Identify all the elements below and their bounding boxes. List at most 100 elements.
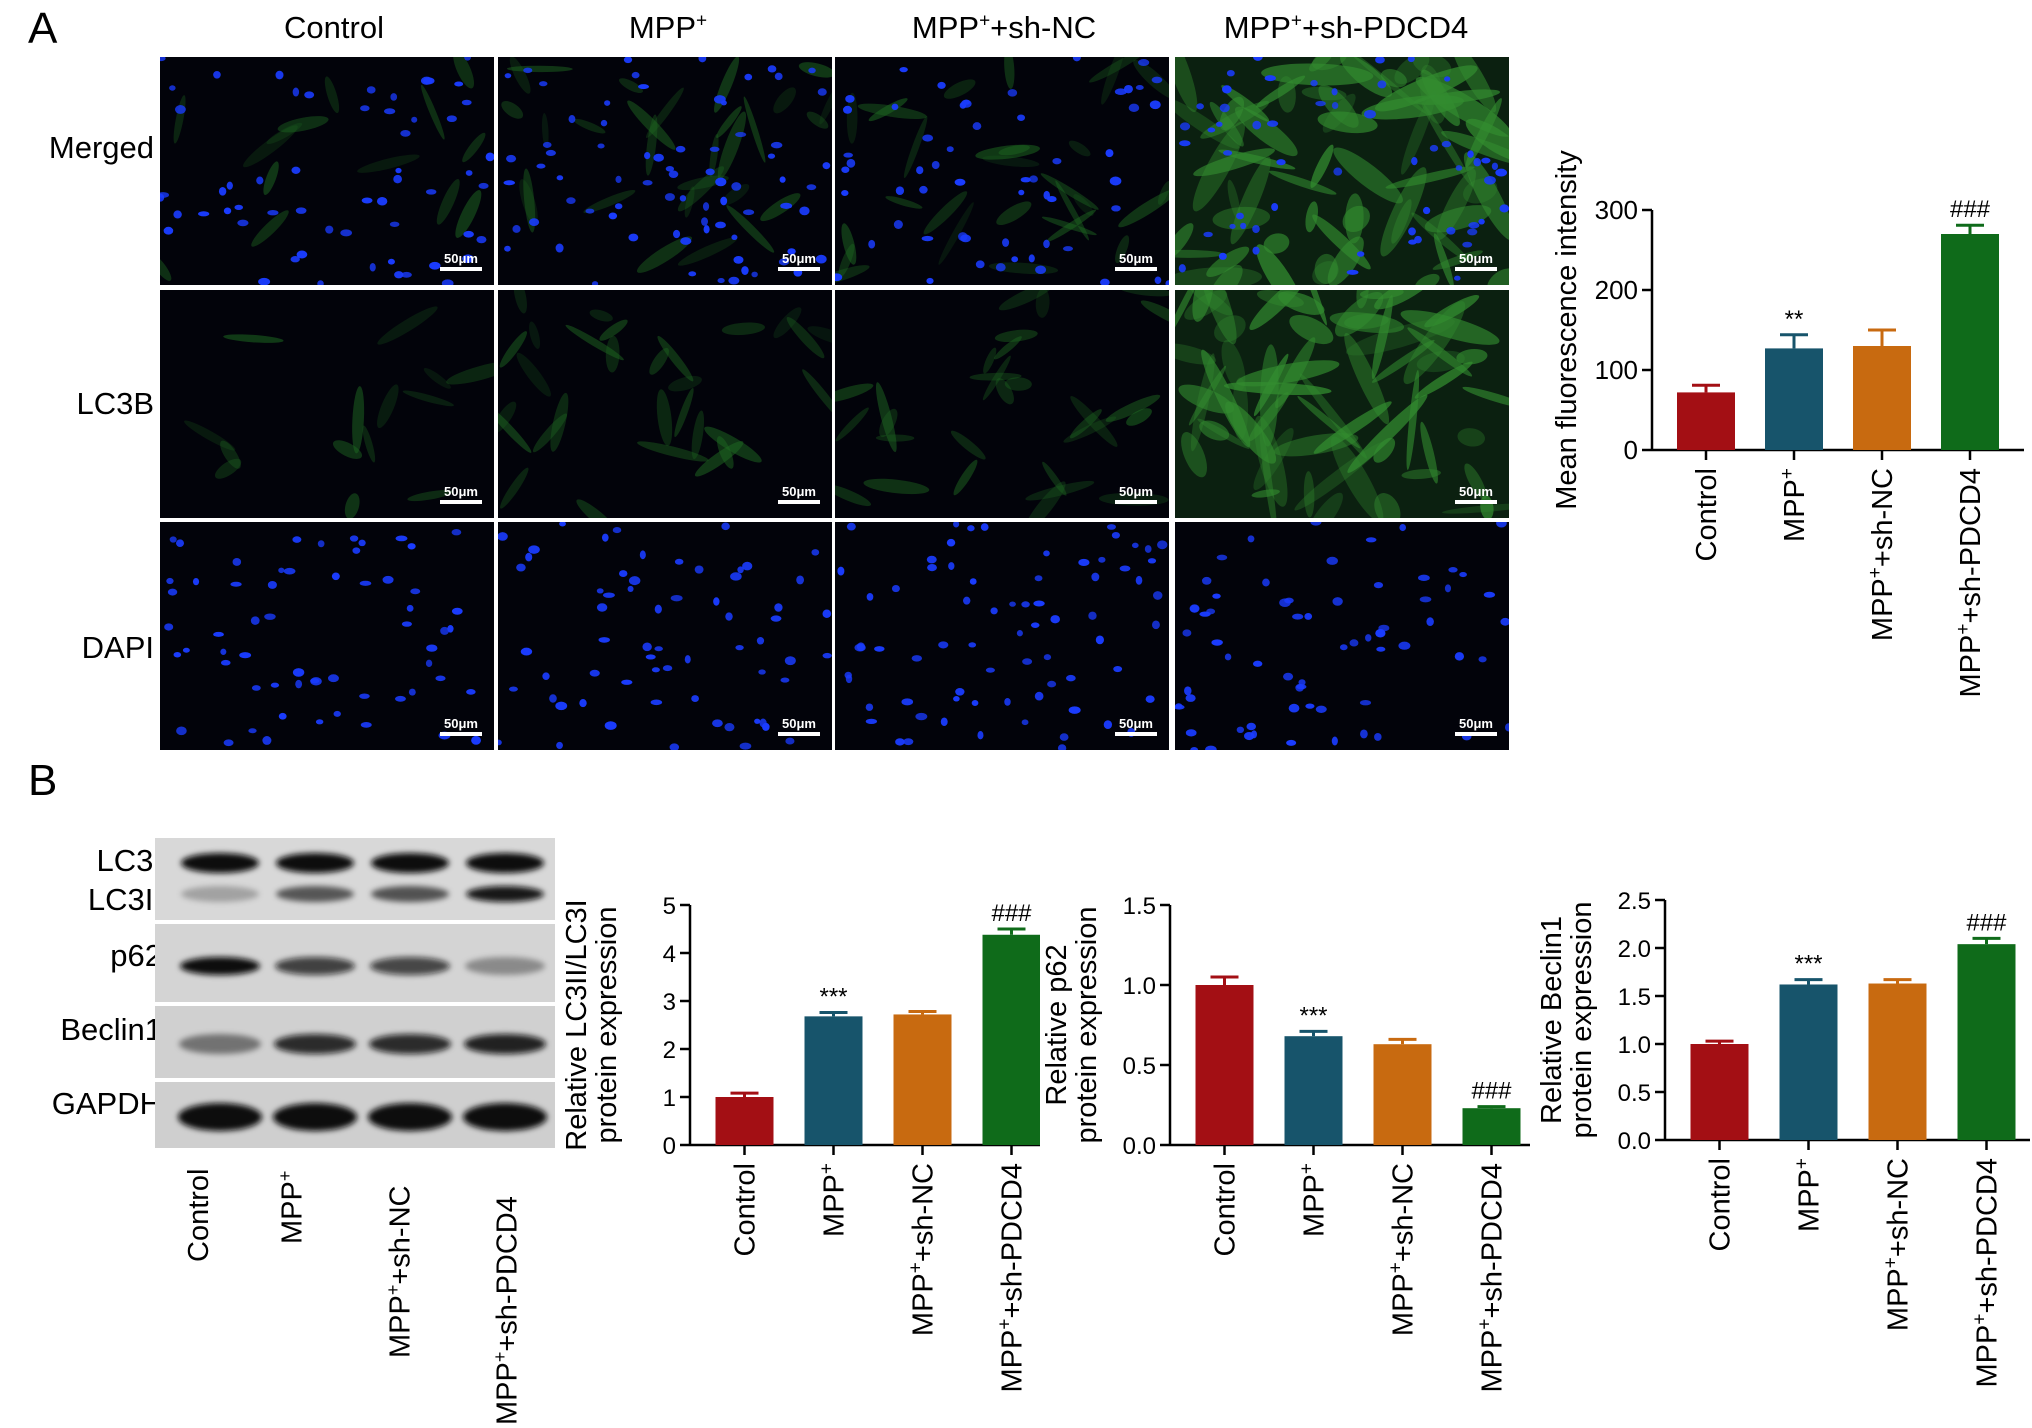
- col-header-mpp-sh-nc: MPP++sh-NC: [911, 10, 1097, 45]
- x-tick-label: MPP+: [1792, 1158, 1826, 1232]
- y-axis-title: Relative LC3II/LC3I: [561, 899, 593, 1150]
- band-beclin1: [274, 1034, 356, 1054]
- micrograph-merged-1: 50μm: [160, 57, 494, 285]
- bar: [1779, 984, 1838, 1140]
- x-tick-label: Control: [1210, 1163, 1242, 1257]
- y-tick-label: 2.5: [1618, 888, 1651, 915]
- row-header-dapi: DAPI: [81, 630, 154, 665]
- band-p62: [465, 957, 545, 975]
- x-tick-label: MPP+: [817, 1163, 851, 1237]
- band-gapdh: [463, 1103, 547, 1131]
- band-beclin1: [179, 1034, 261, 1054]
- row-header-lc3b: LC3B: [76, 386, 154, 421]
- chart-beclin1: 0.0 0.5 1.0 1.5 2.0 2.5 Relative Beclin1protei…: [1536, 888, 2030, 1387]
- x-tick-label: MPP++sh-PDCD4: [1970, 1158, 2004, 1387]
- band-label-gapdh: GAPDH: [51, 1086, 162, 1121]
- x-tick-label: MPP++sh-NC: [1865, 468, 1899, 641]
- significance-label: ***: [819, 984, 847, 1011]
- row-header-merged: Merged: [48, 130, 154, 165]
- scale-bar: 50μm: [436, 484, 486, 504]
- x-tick-label: MPP++sh-NC: [1386, 1163, 1420, 1336]
- band-gapdh: [368, 1103, 452, 1131]
- micrograph-lc3b-1: 50μm: [160, 290, 494, 518]
- scale-bar: 50μm: [774, 484, 824, 504]
- y-tick-label: 0: [663, 1133, 676, 1160]
- band-lc3i: [276, 853, 354, 873]
- x-tick-label: Control: [1691, 468, 1723, 562]
- band-lc3i: [181, 853, 259, 873]
- bar: [1373, 1044, 1432, 1145]
- bar: [982, 934, 1040, 1145]
- band-beclin1: [369, 1034, 451, 1054]
- western-blot-image: [155, 838, 555, 1148]
- micrograph-dapi-4: 50μm: [1175, 522, 1509, 750]
- bar: [1853, 346, 1911, 450]
- bar: [1677, 392, 1735, 450]
- band-lc3ii: [181, 886, 259, 902]
- micrograph-merged-2: 50μm: [498, 57, 832, 285]
- scale-bar: 50μm: [1111, 251, 1161, 271]
- micrograph-dapi-3: 50μm: [835, 522, 1169, 750]
- scale-bar: 50μm: [1451, 251, 1501, 271]
- x-tick-label: Control: [730, 1163, 762, 1257]
- y-tick-label: 4: [663, 941, 676, 968]
- bar: [1195, 985, 1254, 1145]
- band-p62: [180, 957, 260, 975]
- y-tick-label: 0.5: [1618, 1080, 1651, 1107]
- x-tick-label: MPP+: [1297, 1163, 1331, 1237]
- y-tick-label: 0.5: [1123, 1053, 1156, 1080]
- scale-bar: 50μm: [1111, 716, 1161, 736]
- bar: [893, 1014, 952, 1145]
- micrograph-lc3b-2: 50μm: [498, 290, 832, 518]
- band-lc3ii: [371, 886, 449, 902]
- band-label-beclin1: Beclin1: [60, 1012, 162, 1047]
- significance-label: ***: [1299, 1002, 1327, 1029]
- x-tick-label: MPP++sh-PDCD4: [995, 1163, 1029, 1392]
- scale-bar: 50μm: [774, 251, 824, 271]
- bar: [1462, 1108, 1521, 1145]
- bar: [1957, 944, 2016, 1140]
- band-lc3ii: [276, 886, 354, 902]
- x-tick-label: MPP++sh-PDCD4: [1953, 468, 1987, 697]
- scale-bar: 50μm: [1451, 484, 1501, 504]
- band-label-lc3i: LC3I: [96, 843, 162, 878]
- significance-label: ###: [1966, 909, 2007, 936]
- micrograph-dapi-1: 50μm: [160, 522, 494, 750]
- y-tick-label: 300: [1595, 195, 1638, 225]
- wb-label-mpp-sh-nc: MPP++sh-NC: [383, 1185, 417, 1358]
- bar: [1765, 348, 1823, 450]
- y-tick-label: 1.0: [1618, 1032, 1651, 1059]
- bar: [1941, 234, 1999, 450]
- y-tick-label: 1.5: [1618, 984, 1651, 1011]
- bar: [804, 1016, 863, 1145]
- band-label-p62: p62: [110, 938, 162, 973]
- scale-bar: 50μm: [436, 716, 486, 736]
- band-beclin1: [464, 1034, 546, 1054]
- col-header-mpp-sh-pdcd4: MPP++sh-PDCD4: [1223, 10, 1469, 45]
- band-label-lc3ii: LC3II: [87, 882, 162, 917]
- wb-label-mpp: MPP+: [275, 1170, 309, 1244]
- band-gapdh: [273, 1103, 357, 1131]
- y-tick-label: 1.0: [1123, 973, 1156, 1000]
- band-lc3i: [466, 853, 544, 873]
- y-axis-title: Relative Beclin1: [1536, 916, 1568, 1124]
- col-header-mpp: MPP+: [628, 10, 708, 45]
- y-axis-title: Mean fluorescence intensity: [1551, 150, 1583, 510]
- significance-label: ***: [1794, 951, 1822, 978]
- scale-bar: 50μm: [774, 716, 824, 736]
- col-header-control: Control: [284, 10, 384, 45]
- y-tick-label: 5: [663, 893, 676, 920]
- x-tick-label: MPP+: [1777, 468, 1811, 542]
- chart-fluorescence: 0 100 200 300 Mean fluorescence intensity Con…: [1551, 150, 2024, 697]
- band-p62: [275, 957, 355, 975]
- y-axis-title: Relative p62: [1041, 944, 1073, 1105]
- significance-label: ###: [1471, 1078, 1512, 1105]
- y-tick-label: 0: [1624, 435, 1638, 465]
- wb-label-mpp-sh-pdcd4: MPP++sh-PDCD4: [490, 1196, 524, 1425]
- y-axis-title: protein expression: [1071, 907, 1103, 1144]
- x-tick-label: MPP++sh-NC: [906, 1163, 940, 1336]
- y-tick-label: 1.5: [1123, 893, 1156, 920]
- micrograph-lc3b-4: 50μm: [1175, 290, 1509, 518]
- significance-label: **: [1785, 306, 1804, 333]
